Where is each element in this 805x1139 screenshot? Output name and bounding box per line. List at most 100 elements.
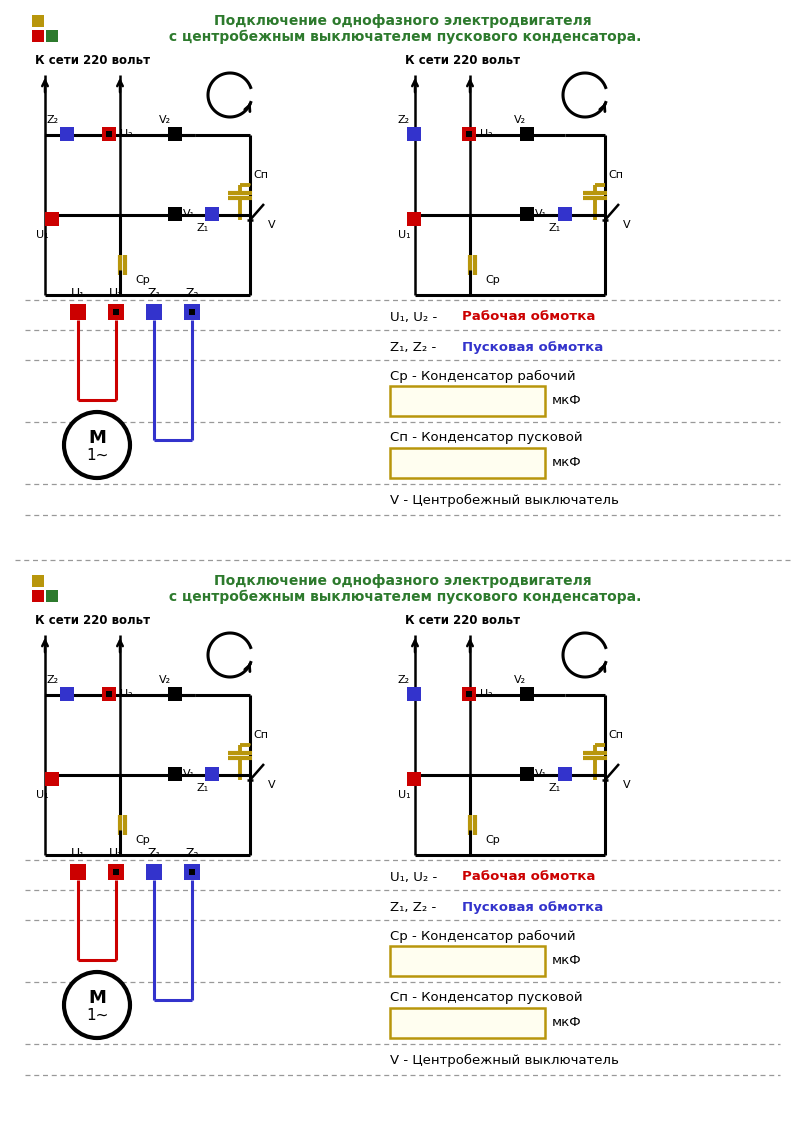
Bar — [189, 309, 195, 316]
Text: 1~: 1~ — [86, 1008, 108, 1024]
Text: Cр: Cр — [485, 835, 500, 845]
Bar — [184, 865, 200, 880]
Text: с центробежным выключателем пускового конденсатора.: с центробежным выключателем пускового ко… — [164, 590, 642, 604]
Bar — [189, 869, 195, 875]
Text: мкФ: мкФ — [552, 954, 582, 967]
Bar — [32, 15, 44, 27]
Text: Z₂: Z₂ — [185, 847, 199, 860]
Text: Ср - Конденсатор рабочий: Ср - Конденсатор рабочий — [390, 929, 576, 943]
Text: Cр: Cр — [135, 274, 150, 285]
Text: V: V — [623, 780, 630, 790]
Text: Z₂: Z₂ — [47, 115, 59, 125]
Bar — [390, 1008, 545, 1038]
Text: V₁: V₁ — [183, 208, 195, 219]
Text: Cп: Cп — [608, 170, 623, 180]
Bar — [390, 947, 545, 976]
Bar — [407, 128, 421, 141]
Text: Cп: Cп — [608, 730, 623, 740]
Text: Z₂: Z₂ — [398, 115, 410, 125]
Bar — [462, 687, 476, 700]
Text: U₂: U₂ — [109, 847, 123, 860]
Bar — [70, 865, 86, 880]
Text: с центробежным выключателем пускового конденсатора.: с центробежным выключателем пускового ко… — [164, 30, 642, 44]
Text: Подключение однофазного электродвигателя: Подключение однофазного электродвигателя — [214, 14, 592, 28]
Bar — [466, 131, 472, 137]
Text: мкФ: мкФ — [552, 394, 582, 408]
Bar — [520, 128, 534, 141]
Text: U₁: U₁ — [35, 790, 48, 800]
Text: V: V — [623, 220, 630, 230]
Text: Рабочая обмотка: Рабочая обмотка — [462, 311, 596, 323]
Text: Z₂: Z₂ — [47, 675, 59, 685]
Text: Z₂: Z₂ — [185, 287, 199, 300]
Text: V₂: V₂ — [514, 675, 526, 685]
Bar — [407, 772, 421, 786]
Bar — [558, 767, 572, 781]
Bar — [106, 691, 112, 697]
Text: Z₁: Z₁ — [197, 782, 209, 793]
Text: U₁: U₁ — [35, 230, 48, 240]
Bar — [184, 304, 200, 320]
Bar — [113, 309, 119, 316]
Bar — [102, 128, 116, 141]
Text: К сети 220 вольт: К сети 220 вольт — [405, 54, 520, 66]
Bar — [520, 767, 534, 781]
Text: Z₁, Z₂ -: Z₁, Z₂ - — [390, 341, 440, 353]
Text: К сети 220 вольт: К сети 220 вольт — [405, 614, 520, 626]
Text: Пусковая обмотка: Пусковая обмотка — [462, 341, 603, 353]
Text: U₁: U₁ — [71, 847, 85, 860]
Text: U₁: U₁ — [398, 790, 411, 800]
Text: Cр: Cр — [135, 835, 150, 845]
Bar — [520, 687, 534, 700]
Text: мкФ: мкФ — [552, 457, 582, 469]
Bar — [466, 691, 472, 697]
Bar — [32, 590, 44, 603]
Bar — [168, 767, 182, 781]
Text: мкФ: мкФ — [552, 1016, 582, 1030]
Text: V - Центробежный выключатель: V - Центробежный выключатель — [390, 493, 619, 507]
Text: V₁: V₁ — [183, 769, 195, 779]
Text: U₂: U₂ — [120, 129, 133, 139]
Text: V: V — [268, 220, 275, 230]
Bar — [60, 687, 74, 700]
Bar — [45, 212, 59, 226]
Text: V₂: V₂ — [159, 675, 171, 685]
Circle shape — [64, 972, 130, 1038]
Text: U₁: U₁ — [71, 287, 85, 300]
Bar — [102, 687, 116, 700]
Text: Z₁, Z₂ -: Z₁, Z₂ - — [390, 901, 440, 913]
Text: Сп - Конденсатор пусковой: Сп - Конденсатор пусковой — [390, 992, 583, 1005]
Bar — [70, 304, 86, 320]
Bar — [390, 448, 545, 478]
Bar — [205, 207, 219, 221]
Bar — [407, 212, 421, 226]
Bar — [168, 207, 182, 221]
Text: V: V — [268, 780, 275, 790]
Bar — [60, 128, 74, 141]
Bar — [520, 207, 534, 221]
Text: Z₁: Z₁ — [147, 847, 161, 860]
Text: Cп: Cп — [253, 170, 268, 180]
Text: К сети 220 вольт: К сети 220 вольт — [35, 614, 150, 626]
Bar — [108, 304, 124, 320]
Bar — [205, 767, 219, 781]
Text: U₂: U₂ — [109, 287, 123, 300]
Text: Cр: Cр — [485, 274, 500, 285]
Text: U₁, U₂ -: U₁, U₂ - — [390, 311, 441, 323]
Bar — [32, 30, 44, 42]
Text: V - Центробежный выключатель: V - Центробежный выключатель — [390, 1054, 619, 1066]
Bar — [168, 687, 182, 700]
Bar — [558, 207, 572, 221]
Text: Сп - Конденсатор пусковой: Сп - Конденсатор пусковой — [390, 432, 583, 444]
Text: V₂: V₂ — [159, 115, 171, 125]
Text: U₁: U₁ — [398, 230, 411, 240]
Text: К сети 220 вольт: К сети 220 вольт — [35, 54, 150, 66]
Text: Z₂: Z₂ — [398, 675, 410, 685]
Bar — [108, 865, 124, 880]
Circle shape — [64, 412, 130, 478]
Text: Рабочая обмотка: Рабочая обмотка — [462, 870, 596, 884]
Text: M: M — [88, 429, 106, 446]
Bar — [46, 30, 58, 42]
Text: Ср - Конденсатор рабочий: Ср - Конденсатор рабочий — [390, 369, 576, 383]
Text: V₁: V₁ — [535, 769, 547, 779]
